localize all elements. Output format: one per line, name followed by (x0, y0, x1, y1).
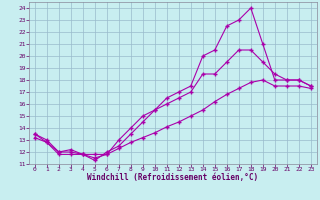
X-axis label: Windchill (Refroidissement éolien,°C): Windchill (Refroidissement éolien,°C) (87, 173, 258, 182)
